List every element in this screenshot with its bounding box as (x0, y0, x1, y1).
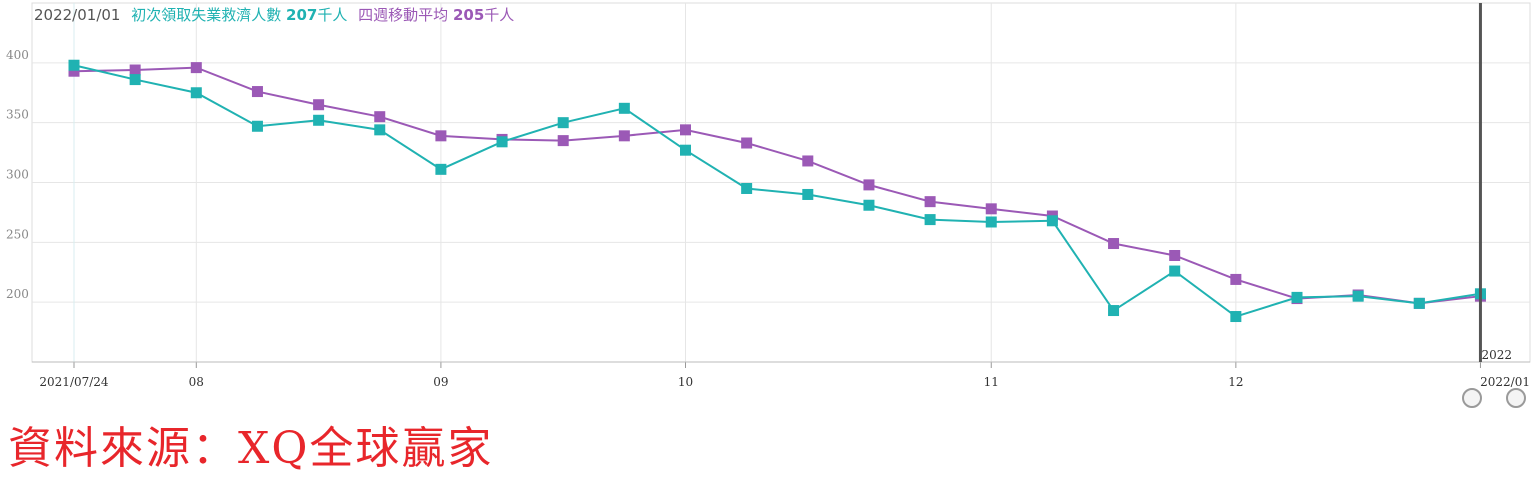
series-2-point (924, 196, 936, 208)
series-1-point (1413, 297, 1425, 309)
series2-unit: 千人 (484, 6, 515, 24)
series-1-point (863, 199, 875, 211)
x-tick-label: 2022/01 (1480, 375, 1530, 389)
series-1-point (802, 188, 814, 200)
series-2-point (68, 65, 80, 77)
series-2-point (985, 203, 997, 215)
series-line-2 (73, 66, 1481, 305)
cursor-label: 2022 (1481, 348, 1512, 362)
grid (31, 2, 1531, 363)
series-1-point (68, 59, 80, 71)
series-1-point (1046, 215, 1058, 227)
series-2-point (129, 64, 141, 76)
series-2-point (802, 155, 814, 167)
series-line-1 (73, 64, 1481, 318)
series-2-point (190, 62, 202, 74)
series-2-point (374, 111, 386, 123)
series-layer (68, 59, 1486, 323)
series1-value: 207 (286, 6, 318, 24)
x-tick-label: 09 (433, 375, 448, 389)
series-2-point (741, 137, 753, 149)
series-1-point (680, 144, 691, 156)
series2-legend: 四週移動平均 205千人 (358, 6, 514, 24)
series-1-point (435, 163, 447, 175)
y-tick-label: 250 (6, 227, 29, 241)
cursor[interactable]: 2022 (1478, 3, 1512, 362)
series-2-point (435, 130, 447, 142)
x-tick-label: 12 (1228, 375, 1243, 389)
y-tick-label: 350 (6, 108, 29, 122)
series2-value: 205 (452, 6, 485, 24)
series-1-point (985, 216, 997, 228)
series-1-point (1230, 311, 1242, 323)
series-1-point (251, 120, 263, 132)
series-1-point (190, 87, 202, 99)
series-2-point (863, 179, 875, 191)
series1-label: 初次領取失業救濟人數 (131, 6, 282, 24)
series2-label: 四週移動平均 (358, 6, 449, 24)
series1-unit: 千人 (317, 6, 348, 24)
series-2-point (618, 130, 630, 142)
series-1-point (313, 114, 325, 126)
series-1-point (618, 102, 630, 114)
series-1-point (1291, 291, 1303, 303)
chart-header: 2022/01/01 初次領取失業救濟人數 207千人 四週移動平均 205千人 (34, 4, 520, 25)
series-2-point (1169, 249, 1181, 261)
header-date: 2022/01/01 (34, 6, 121, 24)
series-1-point (1169, 265, 1181, 277)
series-2-point (251, 86, 263, 98)
series-1-point (1352, 290, 1364, 302)
series-2-point (1108, 238, 1120, 250)
scroll-left-button[interactable] (1462, 388, 1482, 408)
series-1-point (129, 74, 141, 86)
x-tick-label: 08 (189, 375, 204, 389)
y-tick-label: 200 (6, 287, 29, 301)
x-tick-label: 10 (678, 375, 693, 389)
series-2-point (557, 135, 569, 147)
source-text: 資料來源：XQ全球贏家 (8, 423, 494, 474)
scroll-right-button[interactable] (1506, 388, 1526, 408)
series-2-point (1230, 273, 1242, 285)
series-2-point (680, 124, 691, 136)
series-1-point (741, 182, 753, 194)
y-tick-label: 400 (6, 48, 29, 62)
series-1-point (924, 214, 936, 226)
series-1-point (557, 117, 569, 129)
series1-legend: 初次領取失業救濟人數 207千人 (131, 6, 347, 24)
line-chart: 200 250 300 350 400 2021/07/24 08 09 10 11 12 2022/… (6, 2, 1531, 389)
series-1-point (374, 124, 386, 136)
y-tick-label: 300 (6, 168, 29, 182)
x-tick-label: 11 (984, 375, 999, 389)
series-1-point (1108, 305, 1120, 317)
x-tick-label: 2021/07/24 (39, 375, 109, 389)
series-1-point (496, 136, 508, 148)
axes: 200 250 300 350 400 2021/07/24 08 09 10 11 12 2022/… (6, 48, 1530, 389)
series-2-point (313, 99, 325, 111)
